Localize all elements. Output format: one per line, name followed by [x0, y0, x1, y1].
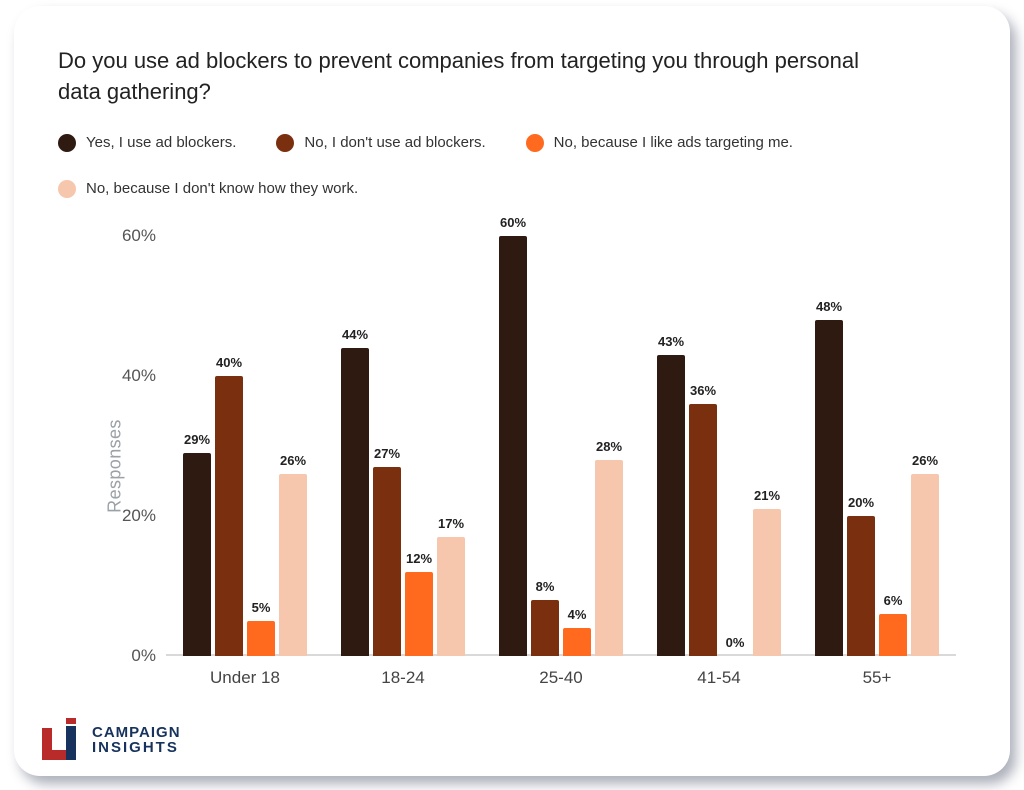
bar-group: 43%36%0%21%	[640, 236, 798, 656]
bar-group: 44%27%12%17%	[324, 236, 482, 656]
bar: 28%	[595, 460, 623, 656]
bar-group: 29%40%5%26%	[166, 236, 324, 656]
x-tick-label: 55+	[798, 660, 956, 696]
bar: 40%	[215, 376, 243, 656]
bar-value-label: 26%	[912, 453, 938, 468]
bar-value-label: 20%	[848, 495, 874, 510]
bar: 44%	[341, 348, 369, 656]
y-tick-label: 20%	[108, 506, 156, 526]
bar-value-label: 5%	[252, 600, 271, 615]
legend-swatch	[526, 134, 544, 152]
x-tick-label: Under 18	[166, 660, 324, 696]
chart-area: Responses 29%40%5%26%44%27%12%17%60%8%4%…	[58, 236, 966, 696]
plot: 29%40%5%26%44%27%12%17%60%8%4%28%43%36%0…	[166, 236, 956, 696]
brand-logo-line2: INSIGHTS	[92, 740, 181, 755]
bar-value-label: 4%	[568, 607, 587, 622]
bar-value-label: 21%	[754, 488, 780, 503]
y-tick-label: 40%	[108, 366, 156, 386]
legend-swatch	[58, 180, 76, 198]
bar-value-label: 43%	[658, 334, 684, 349]
bar-value-label: 17%	[438, 516, 464, 531]
bar-value-label: 12%	[406, 551, 432, 566]
bar-value-label: 28%	[596, 439, 622, 454]
legend-swatch	[58, 134, 76, 152]
legend-label: No, I don't use ad blockers.	[304, 134, 485, 151]
bar-value-label: 6%	[884, 593, 903, 608]
bar: 12%	[405, 572, 433, 656]
y-tick-label: 60%	[108, 226, 156, 246]
bar-groups: 29%40%5%26%44%27%12%17%60%8%4%28%43%36%0…	[166, 236, 956, 656]
bar: 60%	[499, 236, 527, 656]
chart-card: Do you use ad blockers to prevent compan…	[14, 6, 1010, 776]
legend-label: Yes, I use ad blockers.	[86, 134, 236, 151]
bar: 43%	[657, 355, 685, 656]
bar-value-label: 8%	[536, 579, 555, 594]
bar-value-label: 40%	[216, 355, 242, 370]
legend-label: No, because I don't know how they work.	[86, 180, 358, 197]
brand-logo-mark	[42, 720, 82, 760]
bar-group: 48%20%6%26%	[798, 236, 956, 656]
bar: 36%	[689, 404, 717, 656]
bar: 17%	[437, 537, 465, 656]
bar-value-label: 27%	[374, 446, 400, 461]
bar: 6%	[879, 614, 907, 656]
bar: 5%	[247, 621, 275, 656]
bar-value-label: 26%	[280, 453, 306, 468]
bar: 26%	[279, 474, 307, 656]
legend-item: Yes, I use ad blockers.	[58, 134, 236, 152]
x-tick-label: 41-54	[640, 660, 798, 696]
bar-value-label: 48%	[816, 299, 842, 314]
bar: 26%	[911, 474, 939, 656]
x-axis-labels: Under 1818-2425-4041-5455+	[166, 660, 956, 696]
bar: 8%	[531, 600, 559, 656]
x-tick-label: 25-40	[482, 660, 640, 696]
legend-item: No, because I like ads targeting me.	[526, 134, 793, 152]
bar: 27%	[373, 467, 401, 656]
brand-logo-text: CAMPAIGN INSIGHTS	[92, 725, 181, 755]
bar: 21%	[753, 509, 781, 656]
x-tick-label: 18-24	[324, 660, 482, 696]
bar-group: 60%8%4%28%	[482, 236, 640, 656]
bar-value-label: 60%	[500, 215, 526, 230]
brand-logo-line1: CAMPAIGN	[92, 725, 181, 740]
bar: 48%	[815, 320, 843, 656]
y-axis-label: Responses	[104, 419, 125, 513]
bar: 20%	[847, 516, 875, 656]
y-tick-label: 0%	[108, 646, 156, 666]
legend-item: No, because I don't know how they work.	[58, 180, 358, 198]
bar-value-label: 36%	[690, 383, 716, 398]
bar-value-label: 0%	[726, 635, 745, 650]
legend: Yes, I use ad blockers. No, I don't use a…	[58, 134, 966, 198]
bar: 29%	[183, 453, 211, 656]
bar-value-label: 44%	[342, 327, 368, 342]
chart-title: Do you use ad blockers to prevent compan…	[58, 46, 878, 108]
legend-label: No, because I like ads targeting me.	[554, 134, 793, 151]
bar-value-label: 29%	[184, 432, 210, 447]
legend-item: No, I don't use ad blockers.	[276, 134, 485, 152]
brand-logo: CAMPAIGN INSIGHTS	[42, 720, 181, 760]
legend-swatch	[276, 134, 294, 152]
bar: 4%	[563, 628, 591, 656]
